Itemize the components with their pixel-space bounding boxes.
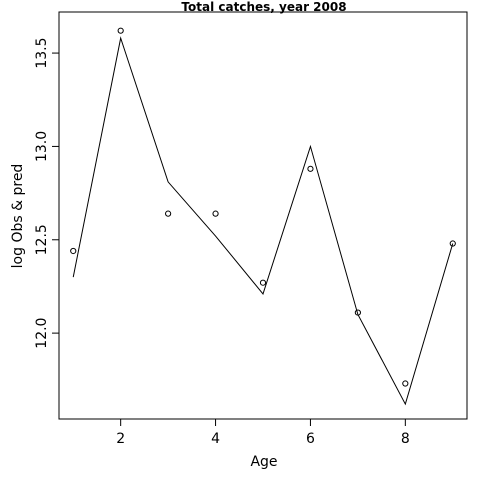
chart-title: Total catches, year 2008 — [181, 0, 346, 14]
observed-points-series — [70, 27, 456, 387]
observed-point — [70, 247, 77, 255]
observed-point — [212, 210, 219, 217]
observed-point — [165, 210, 172, 217]
x-axis-title: Age — [250, 454, 277, 470]
observed-point — [117, 27, 124, 34]
y-tick-label: 12.5 — [34, 224, 50, 255]
observed-point — [259, 279, 267, 286]
y-tick-label: 13.0 — [34, 131, 50, 162]
x-axis: 2 4 6 8 — [116, 418, 410, 447]
y-tick-label: 12.0 — [34, 318, 50, 349]
predicted-line — [72, 36, 454, 406]
observed-point — [354, 309, 361, 316]
observed-point — [402, 380, 409, 387]
y-tick-label: 13.5 — [34, 37, 50, 68]
observed-point — [307, 165, 314, 172]
x-tick-label: 2 — [116, 431, 125, 447]
x-tick-label: 8 — [401, 431, 410, 447]
y-axis: 12.0 12.5 13.0 13.5 — [34, 37, 60, 349]
y-axis-title: log Obs & pred — [10, 164, 26, 269]
x-tick-label: 6 — [306, 431, 315, 447]
x-tick-label: 4 — [211, 431, 220, 447]
predicted-line-series — [72, 36, 454, 406]
observed-point — [449, 240, 456, 247]
